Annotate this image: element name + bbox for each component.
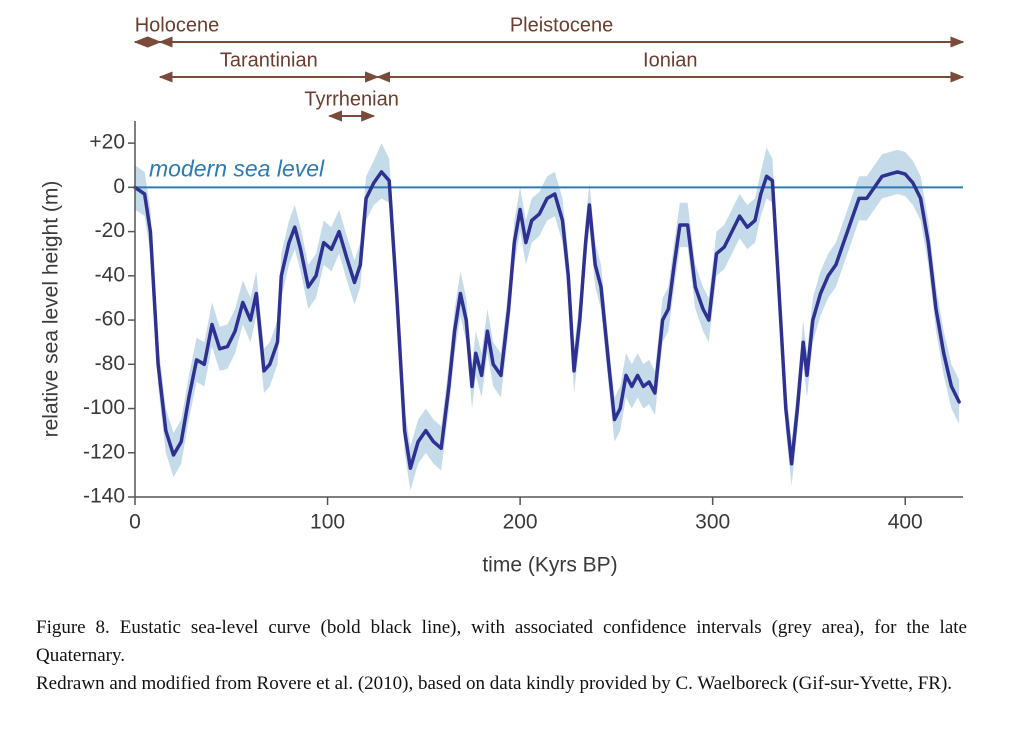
period-label: Pleistocene — [510, 14, 613, 36]
period-label: Tarantinian — [220, 49, 318, 71]
reference-label: modern sea level — [149, 155, 325, 181]
y-axis-label: relative sea level height (m) — [40, 181, 63, 438]
x-tick-label: 0 — [129, 511, 141, 534]
x-tick-label: 300 — [695, 511, 730, 534]
y-tick-label: 0 — [113, 175, 125, 198]
x-tick-label: 400 — [888, 511, 923, 534]
caption: Figure 8. Eustatic sea-level curve (bold… — [36, 614, 967, 698]
y-tick-label: +20 — [89, 131, 125, 154]
y-tick-label: -80 — [95, 352, 125, 375]
chart: time (Kyrs BP) relative sea level height… — [40, 14, 965, 577]
confidence-band — [135, 143, 960, 491]
sea-level-line — [133, 170, 961, 470]
caption-line: Figure 8. Eustatic sea-level curve (bold… — [36, 617, 967, 666]
caption-line: Redrawn and modified from Rovere et al. … — [36, 673, 953, 694]
y-tick-label: -120 — [83, 440, 125, 463]
y-tick-label: -40 — [95, 263, 125, 286]
y-tick-label: -100 — [83, 396, 125, 419]
y-tick-label: -20 — [95, 219, 125, 242]
period-label: Holocene — [135, 14, 220, 36]
x-tick-label: 200 — [503, 511, 538, 534]
period-label: Ionian — [643, 49, 698, 71]
y-tick-label: -140 — [83, 485, 125, 508]
x-tick-label: 100 — [310, 511, 345, 534]
period-label: Tyrrhenian — [304, 88, 399, 110]
x-axis-label: time (Kyrs BP) — [482, 554, 617, 577]
y-tick-label: -60 — [95, 308, 125, 331]
